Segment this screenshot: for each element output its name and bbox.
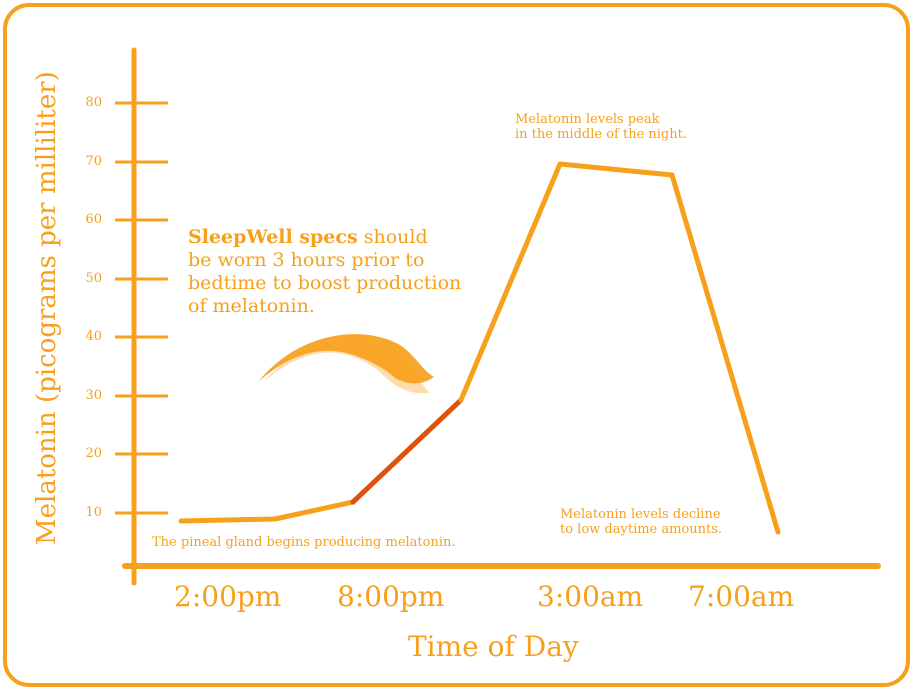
callout-line1: should [357,226,428,248]
x-axis-title: Time of Day [408,630,579,663]
ytick-label: 60 [85,212,102,227]
xtick-label: 7:00am [688,580,795,613]
melatonin-line-highlight [350,397,464,505]
annotation-decline-line2: to low daytime amounts. [560,522,723,537]
callout-line3: bedtime to boost production [188,272,462,294]
ytick-label: 30 [85,388,102,403]
ytick-label: 10 [85,505,102,520]
xtick-label: 2:00pm [174,580,282,613]
ytick-label: 70 [85,154,102,169]
callout-line2: be worn 3 hours prior to [188,249,425,271]
brand-name: SleepWell specs [188,226,358,248]
y-axis-title: Melatonin (picograms per milliliter) [32,71,62,545]
annotation-decline: Melatonin levels decline to low daytime … [560,507,722,537]
y-ticks [115,101,168,515]
melatonin-line-early [178,499,356,524]
swoosh-icon [258,334,434,394]
ytick-label: 50 [85,271,102,286]
ytick-label: 40 [85,329,102,344]
ytick-label: 80 [85,95,102,110]
xtick-label: 8:00pm [337,580,445,613]
annotation-decline-line1: Melatonin levels decline [560,507,721,522]
melatonin-line-late [458,161,781,535]
annotation-peak-line1: Melatonin levels peak [515,112,660,127]
annotation-start: The pineal gland begins producing melato… [152,535,456,550]
chart-frame [3,3,910,687]
xtick-label: 3:00am [537,580,644,613]
ytick-label: 20 [85,446,102,461]
sleepwell-callout: SleepWell specs should be worn 3 hours p… [188,226,461,318]
annotation-peak: Melatonin levels peak in the middle of t… [515,112,687,142]
callout-line4: of melatonin. [188,295,315,317]
annotation-peak-line2: in the middle of the night. [515,127,687,142]
